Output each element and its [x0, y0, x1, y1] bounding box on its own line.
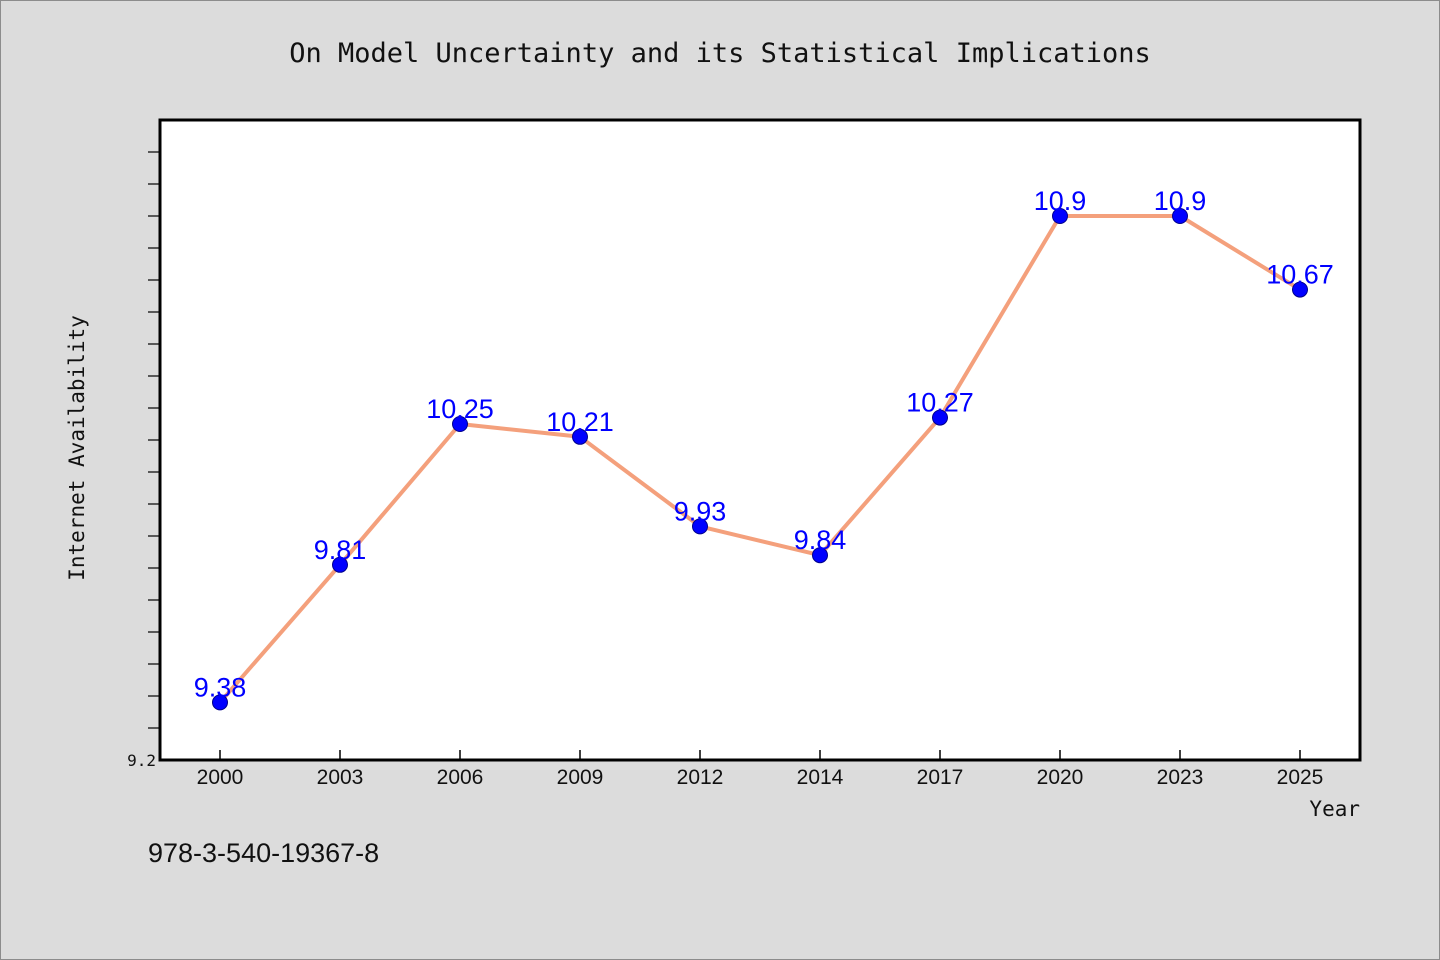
- data-label: 10.21: [546, 407, 614, 437]
- x-tick-label: 2000: [197, 766, 244, 789]
- data-points: [212, 208, 1308, 711]
- data-label: 10.9: [1154, 186, 1207, 216]
- data-label: 10.9: [1034, 186, 1087, 216]
- data-point: [1052, 208, 1068, 224]
- data-point: [452, 416, 468, 432]
- series-lines: [218, 214, 1302, 704]
- x-tick-label: 2020: [1037, 766, 1084, 789]
- x-tick-label: 2012: [677, 766, 724, 789]
- x-tick-label: 2009: [557, 766, 604, 789]
- data-label: 9.84: [794, 525, 847, 555]
- data-label: 10.27: [906, 388, 974, 418]
- x-tick-label: 2003: [317, 766, 364, 789]
- x-tick-label: 2006: [437, 766, 484, 789]
- x-tick-label: 2017: [917, 766, 964, 789]
- data-point: [1292, 281, 1308, 298]
- data-point: [1172, 208, 1188, 224]
- data-point: [932, 409, 948, 426]
- data-point: [572, 428, 588, 445]
- data-label: 9.93: [674, 496, 727, 526]
- chart-title: On Model Uncertainty and its Statistical…: [289, 38, 1151, 69]
- plot-area: [158, 118, 1362, 762]
- data-label: 10.25: [426, 394, 494, 424]
- data-point: [212, 694, 228, 711]
- data-point: [812, 547, 828, 564]
- data-label: 9.81: [314, 535, 367, 565]
- x-axis-title: Year: [1309, 797, 1360, 821]
- data-point: [692, 518, 708, 535]
- y-tick-label: 9.2: [127, 751, 156, 770]
- footnote-isbn: 978-3-540-19367-8: [148, 838, 379, 868]
- x-axis-ticks: 2000 2003 2006 2009 2012 2014 2017 2020 2023 2025: [197, 750, 1324, 789]
- data-point: [332, 556, 348, 573]
- data-label: 9.38: [194, 672, 247, 702]
- x-tick-label: 2023: [1157, 766, 1204, 789]
- y-axis-ticks: 9.2: [127, 151, 160, 770]
- x-tick-label: 2025: [1277, 766, 1324, 789]
- series-line: [218, 214, 1302, 704]
- data-labels: 9.38 9.81 10.25 10.21 9.93 9.84 10.27 10.9 10.9 1…: [194, 186, 1334, 702]
- x-tick-label: 2014: [797, 766, 844, 789]
- y-axis-title: Internet Availability: [65, 315, 89, 581]
- data-label: 10.67: [1266, 260, 1334, 290]
